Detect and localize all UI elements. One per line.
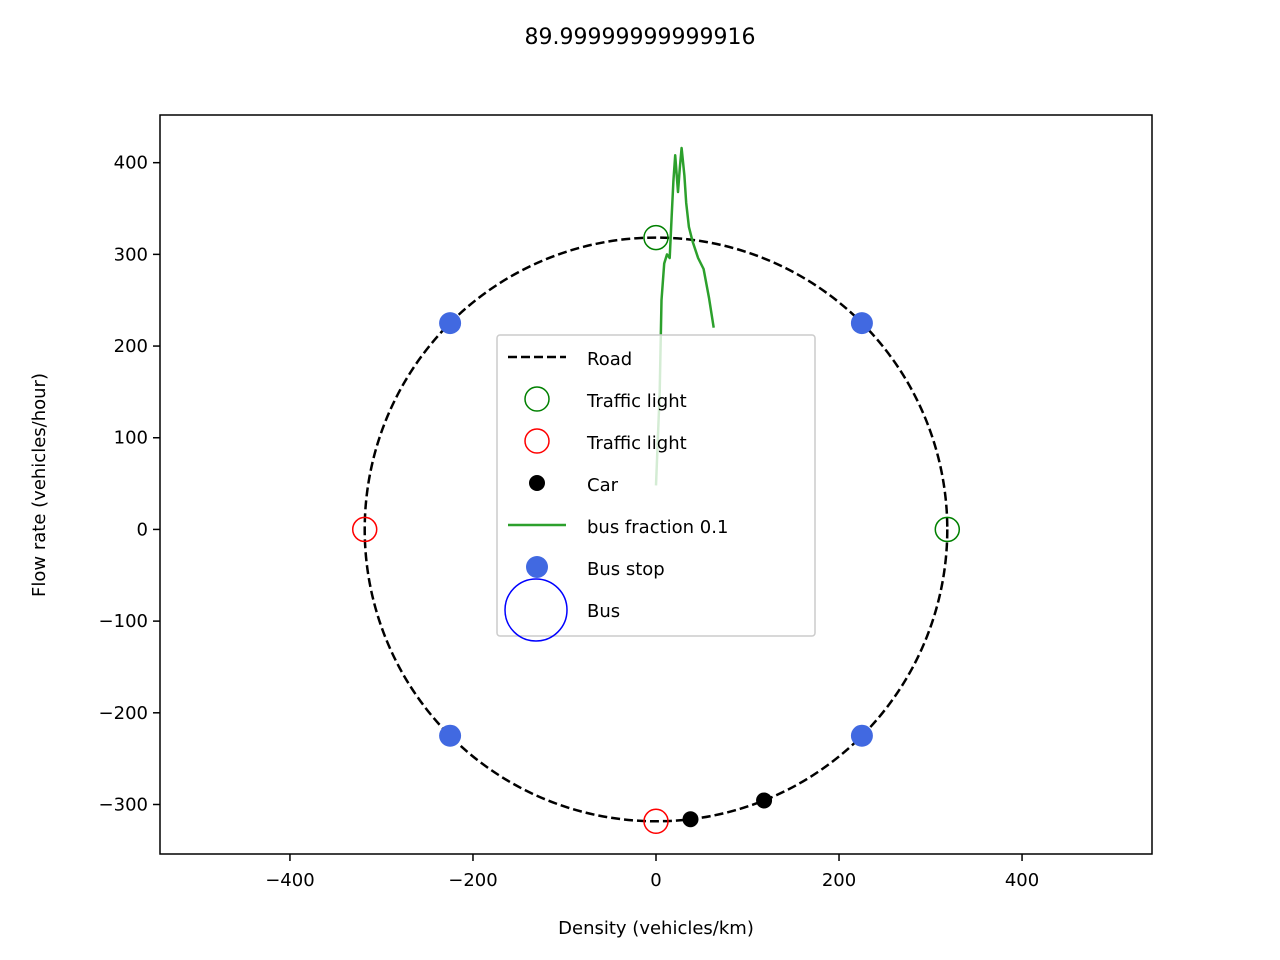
legend-green-light-label: Traffic light	[586, 391, 687, 412]
x-tick-label: 400	[1005, 870, 1039, 891]
x-tick-label: −200	[448, 870, 497, 891]
y-tick-label: 300	[114, 244, 148, 265]
legend-red-light-marker	[524, 428, 550, 454]
traffic-light-green-marker	[934, 516, 961, 543]
chart-title: 89.99999999999916	[525, 25, 756, 50]
bus-fraction-line	[654, 146, 715, 486]
bus-stop-marker	[850, 724, 873, 747]
plot-area	[351, 146, 961, 835]
x-tick-label: 200	[822, 870, 856, 891]
y-tick-label: −300	[99, 794, 148, 815]
y-axis-label: Flow rate (vehicles/hour)	[29, 373, 50, 597]
legend: Road Traffic light Traffic light Car bus…	[496, 334, 816, 642]
legend-bus-marker	[504, 578, 568, 642]
x-tick-label: −400	[265, 870, 314, 891]
road-circle	[363, 236, 949, 823]
legend-bus-stop-label: Bus stop	[587, 559, 665, 580]
legend-car-label: Car	[587, 475, 619, 496]
legend-bus-stop-marker	[526, 556, 548, 578]
legend-car-marker	[529, 475, 545, 491]
y-tick-label: 400	[114, 153, 148, 174]
y-tick-label: 200	[114, 336, 148, 357]
x-axis-label: Density (vehicles/km)	[558, 918, 754, 939]
legend-bus-label: Bus	[587, 601, 620, 622]
traffic-light-red-marker	[643, 808, 669, 835]
bus-stop-marker	[439, 724, 462, 747]
legend-green-light-marker	[524, 386, 550, 412]
car-marker	[756, 792, 773, 809]
traffic-light-red-marker	[351, 516, 378, 543]
y-tick-label: 0	[137, 519, 148, 540]
legend-road-label: Road	[587, 349, 632, 370]
y-tick-label: 100	[114, 428, 148, 449]
axis-ticks: −400 −200 0 200 400 −300 −200 −100 0 100 200 300 400	[99, 153, 1040, 891]
legend-bus-fraction-label: bus fraction 0.1	[587, 517, 728, 538]
legend-red-light-label: Traffic light	[586, 433, 687, 454]
x-tick-label: 0	[650, 870, 661, 891]
y-tick-label: −200	[99, 703, 148, 724]
traffic-light-green-marker	[643, 224, 669, 251]
bus-stop-marker	[439, 312, 462, 335]
bus-stop-marker	[850, 312, 873, 335]
legend-box	[496, 334, 816, 637]
y-tick-label: −100	[99, 611, 148, 632]
car-marker	[682, 811, 699, 828]
